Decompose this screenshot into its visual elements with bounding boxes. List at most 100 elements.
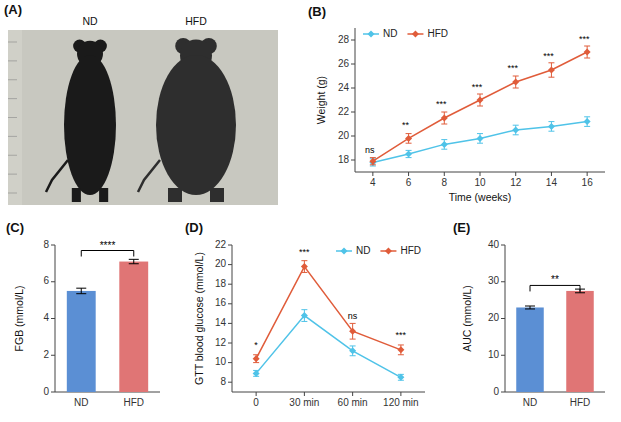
error-cap <box>477 143 483 144</box>
x-tick-label: 16 <box>582 177 594 188</box>
y-tick <box>351 112 355 113</box>
error-bar <box>406 150 412 157</box>
error-bar <box>477 134 483 144</box>
significance-label: ** <box>551 274 559 285</box>
mouse-leg <box>72 188 81 202</box>
figure: NDHFD(A)182022242628Weight (g)4681012141… <box>0 0 621 422</box>
legend-label: ND <box>356 245 370 256</box>
error-cap <box>350 339 356 340</box>
x-tick-label: 4 <box>370 177 376 188</box>
y-tick <box>228 303 232 304</box>
error-cap <box>584 126 590 127</box>
y-tick <box>351 160 355 161</box>
error-bar <box>548 63 554 77</box>
legend-marker <box>412 31 419 38</box>
group-label: HFD <box>185 15 207 27</box>
significance-label: *** <box>507 63 518 73</box>
y-tick-label: 0 <box>43 386 49 397</box>
error-cap <box>477 94 483 95</box>
significance-label: *** <box>396 330 407 340</box>
error-cap <box>350 323 356 324</box>
mouse-body <box>156 55 236 195</box>
significance-label: *** <box>472 82 483 92</box>
point <box>349 347 356 354</box>
y-tick-label: 4 <box>43 312 49 323</box>
point <box>441 141 448 148</box>
point <box>548 123 555 130</box>
legend-item: ND <box>336 245 370 256</box>
error-cap <box>584 116 590 117</box>
error-cap <box>441 149 447 150</box>
legend-label: HFD <box>400 245 421 256</box>
x-tick <box>256 392 257 396</box>
error-cap <box>441 139 447 140</box>
error-stem <box>81 288 82 294</box>
legend: ND HFD <box>336 245 421 256</box>
error-cap <box>301 272 307 273</box>
significance-label: ns <box>365 145 375 155</box>
error-cap <box>301 260 307 261</box>
y-tick <box>501 245 505 246</box>
error-bar <box>513 125 519 135</box>
point <box>397 374 404 381</box>
y-tick-label: 6 <box>43 275 49 286</box>
error-cap <box>406 143 412 144</box>
error-cap <box>548 77 554 78</box>
y-tick-label: 16 <box>215 297 227 308</box>
y-axis-label: GTT blood glucose (mmol/L) <box>193 252 205 385</box>
error-cap <box>584 46 590 47</box>
x-tick-label: ND <box>74 397 88 408</box>
y-tick <box>51 245 55 246</box>
x-tick-label: 12 <box>510 177 522 188</box>
group-label: ND <box>82 15 98 27</box>
mouse-leg <box>168 188 182 202</box>
y-tick <box>501 355 505 356</box>
error-cap <box>548 121 554 122</box>
error-cap <box>525 306 535 307</box>
ruler <box>8 30 22 205</box>
y-tick <box>228 323 232 324</box>
point <box>397 346 404 353</box>
point <box>512 127 519 134</box>
y-tick <box>228 343 232 344</box>
error-cap <box>350 355 356 356</box>
ruler-tick <box>8 174 17 175</box>
point <box>477 135 484 142</box>
significance-label: **** <box>100 240 116 251</box>
error-cap <box>477 106 483 107</box>
legend-marker <box>385 248 392 255</box>
error-cap <box>398 354 404 355</box>
point <box>584 118 591 125</box>
error-bar <box>477 94 483 106</box>
y-tick-label: 2 <box>43 349 49 360</box>
legend-item: ND <box>363 28 397 39</box>
error-cap <box>253 354 259 355</box>
error-cap <box>525 308 535 309</box>
bar <box>119 262 148 392</box>
error-stem <box>133 259 134 263</box>
point <box>584 49 591 56</box>
y-tick <box>51 392 55 393</box>
error-cap <box>441 124 447 125</box>
bar-panel: 010203040AUC (mmol/L)NDHFD**(E) <box>453 220 605 408</box>
error-cap <box>406 133 412 134</box>
x-tick <box>372 172 373 176</box>
significance-label: * <box>254 340 258 350</box>
x-tick <box>408 172 409 176</box>
legend: NDHFD <box>363 28 448 39</box>
error-cap <box>548 62 554 63</box>
error-bar <box>301 261 307 273</box>
panel-label: (B) <box>308 4 326 19</box>
x-tick-label: 6 <box>406 177 412 188</box>
ruler-tick <box>8 79 17 80</box>
x-tick <box>444 172 445 176</box>
ruler-tick <box>8 60 17 61</box>
legend-item: HFD <box>380 245 421 256</box>
ruler-tick <box>8 193 17 194</box>
y-tick <box>351 136 355 137</box>
y-tick-label: 14 <box>215 317 227 328</box>
mouse <box>46 40 116 203</box>
point <box>405 135 412 142</box>
error-bar <box>253 355 259 363</box>
error-cap <box>253 362 259 363</box>
